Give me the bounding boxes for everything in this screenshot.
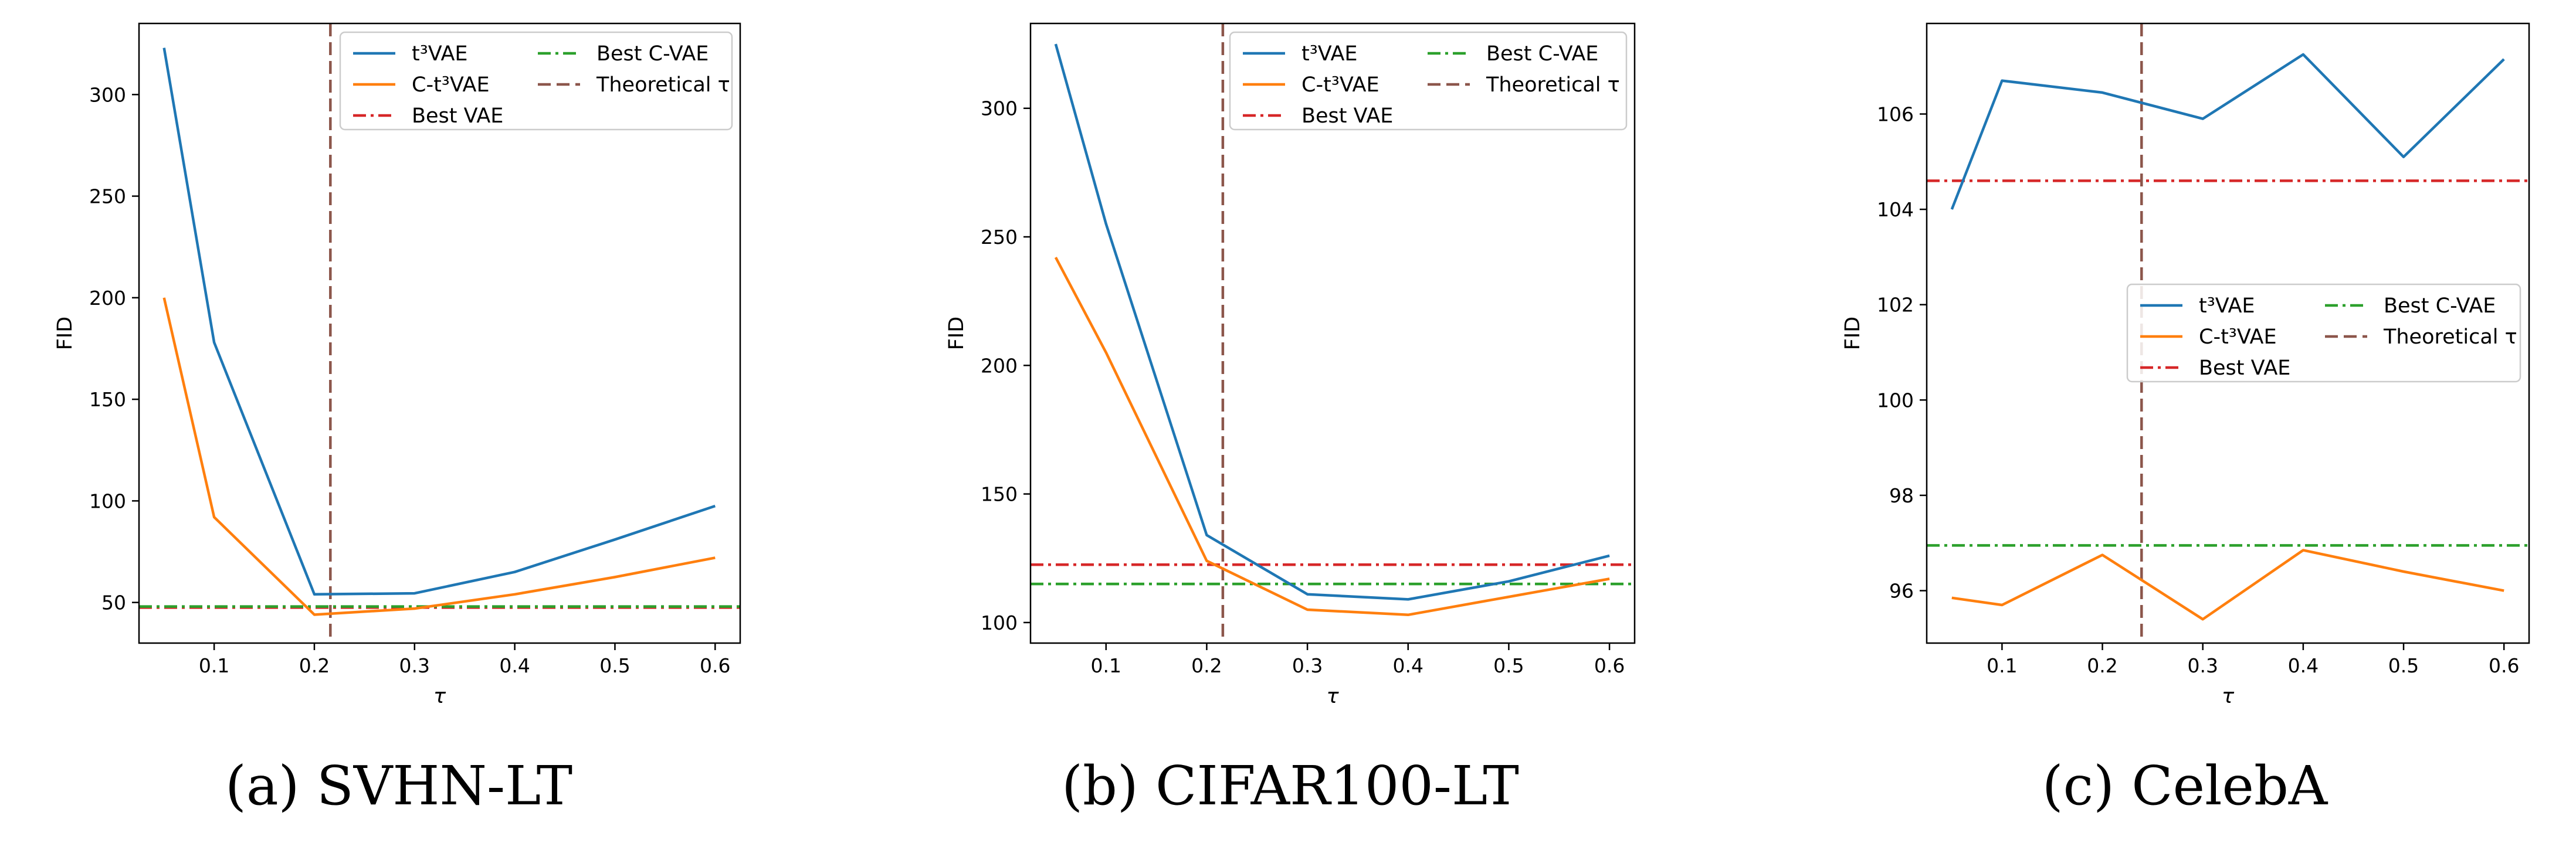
y-tick-label: 100 — [1877, 389, 1914, 412]
y-tick-label: 102 — [1877, 294, 1914, 317]
x-tick-label: 0.2 — [2087, 654, 2117, 677]
legend-label-t3vae: t³VAE — [2199, 294, 2255, 318]
legend: t³VAE C-t³VAE Best VAE Best C-VAE Theoretica… — [1229, 31, 1628, 131]
y-axis-label: FID — [1841, 317, 1865, 350]
y-tick-label: 100 — [981, 611, 1018, 634]
axes-frame — [1029, 22, 1636, 644]
legend-label-best_cvae: Best C-VAE — [1486, 42, 1598, 66]
legend-label-theoretical: Theoretical τ — [1486, 73, 1620, 97]
y-tick-label: 250 — [89, 185, 126, 208]
legend-label-best_cvae: Best C-VAE — [2384, 294, 2496, 318]
y-tick-label: 96 — [1889, 580, 1914, 603]
chart-panel-1: 0.1 0.2 0.3 0.4 0.5 0.6 50 100 150 200 250 300 τ FID t… — [53, 22, 741, 817]
legend-label-ct3vae: C-t³VAE — [1301, 73, 1379, 97]
chart-panel-3: 0.1 0.2 0.3 0.4 0.5 0.6 96 98 100 102 104 106 τ FID t³… — [1841, 22, 2530, 817]
panel-caption: (c) CelebA — [2042, 754, 2328, 817]
series-line-ct3vae — [1951, 549, 2504, 621]
y-tick-label: 106 — [1877, 103, 1914, 125]
x-tick-label: 0.5 — [599, 654, 630, 677]
legend-label-ct3vae: C-t³VAE — [412, 73, 490, 97]
y-tick-label: 300 — [981, 97, 1018, 120]
y-tick-label: 250 — [981, 226, 1018, 249]
y-tick-label: 104 — [1877, 198, 1914, 221]
x-tick-label: 0.5 — [2388, 654, 2419, 677]
legend-frame — [1229, 31, 1628, 131]
legend-label-best_vae: Best VAE — [1301, 104, 1393, 128]
series-line-t3vae — [1950, 53, 2505, 210]
series-line-ct3vae — [1054, 257, 1610, 617]
x-tick-label: 0.4 — [1393, 654, 1423, 677]
legend-label-theoretical: Theoretical τ — [596, 73, 730, 97]
y-tick-label: 300 — [89, 83, 126, 106]
x-axis-label: τ — [1326, 685, 1339, 708]
legend-label-best_vae: Best VAE — [2199, 356, 2290, 380]
x-tick-label: 0.1 — [199, 654, 229, 677]
x-tick-label: 0.6 — [700, 654, 730, 677]
x-tick-label: 0.4 — [499, 654, 530, 677]
x-tick-label: 0.2 — [299, 654, 330, 677]
plot-area — [139, 23, 740, 643]
legend-label-ct3vae: C-t³VAE — [2199, 325, 2277, 349]
x-tick-label: 0.3 — [2187, 654, 2218, 677]
x-tick-label: 0.1 — [1091, 654, 1121, 677]
x-tick-label: 0.3 — [399, 654, 430, 677]
x-tick-label: 0.5 — [1493, 654, 1524, 677]
series-line-ct3vae — [162, 297, 716, 616]
y-tick-label: 98 — [1889, 484, 1914, 507]
y-tick-label: 50 — [101, 592, 126, 614]
legend-label-t3vae: t³VAE — [1301, 42, 1358, 66]
x-axis-label: τ — [2222, 685, 2235, 708]
plot-area — [1031, 23, 1635, 643]
y-tick-label: 200 — [89, 287, 126, 310]
legend-label-best_vae: Best VAE — [412, 104, 503, 128]
x-tick-label: 0.6 — [2489, 654, 2519, 677]
x-axis-label: τ — [433, 685, 446, 708]
axes-frame — [138, 22, 741, 644]
y-tick-label: 200 — [981, 354, 1018, 377]
legend: t³VAE C-t³VAE Best VAE Best C-VAE Theoretica… — [339, 31, 733, 131]
y-tick-label: 150 — [89, 388, 126, 411]
panel-caption: (b) CIFAR100-LT — [1062, 754, 1519, 817]
legend-label-best_cvae: Best C-VAE — [596, 42, 709, 66]
y-axis-label: FID — [53, 317, 77, 350]
x-tick-label: 0.4 — [2288, 654, 2319, 677]
axes-frame — [1926, 22, 2530, 644]
legend-label-theoretical: Theoretical τ — [2383, 325, 2517, 349]
legend-frame — [2126, 283, 2521, 383]
x-tick-label: 0.1 — [1987, 654, 2017, 677]
legend-label-t3vae: t³VAE — [412, 42, 468, 66]
y-tick-label: 100 — [89, 490, 126, 512]
legend: t³VAE C-t³VAE Best VAE Best C-VAE Theoretica… — [2126, 283, 2521, 383]
chart-panel-2: 0.1 0.2 0.3 0.4 0.5 0.6 100 150 200 250 300 τ FID t³V… — [945, 22, 1636, 817]
x-tick-label: 0.2 — [1191, 654, 1222, 677]
legend-frame — [339, 31, 733, 131]
x-tick-label: 0.3 — [1292, 654, 1323, 677]
y-tick-label: 150 — [981, 483, 1018, 506]
x-tick-label: 0.6 — [1594, 654, 1625, 677]
y-axis-label: FID — [945, 317, 968, 350]
panel-caption: (a) SVHN-LT — [225, 754, 572, 817]
